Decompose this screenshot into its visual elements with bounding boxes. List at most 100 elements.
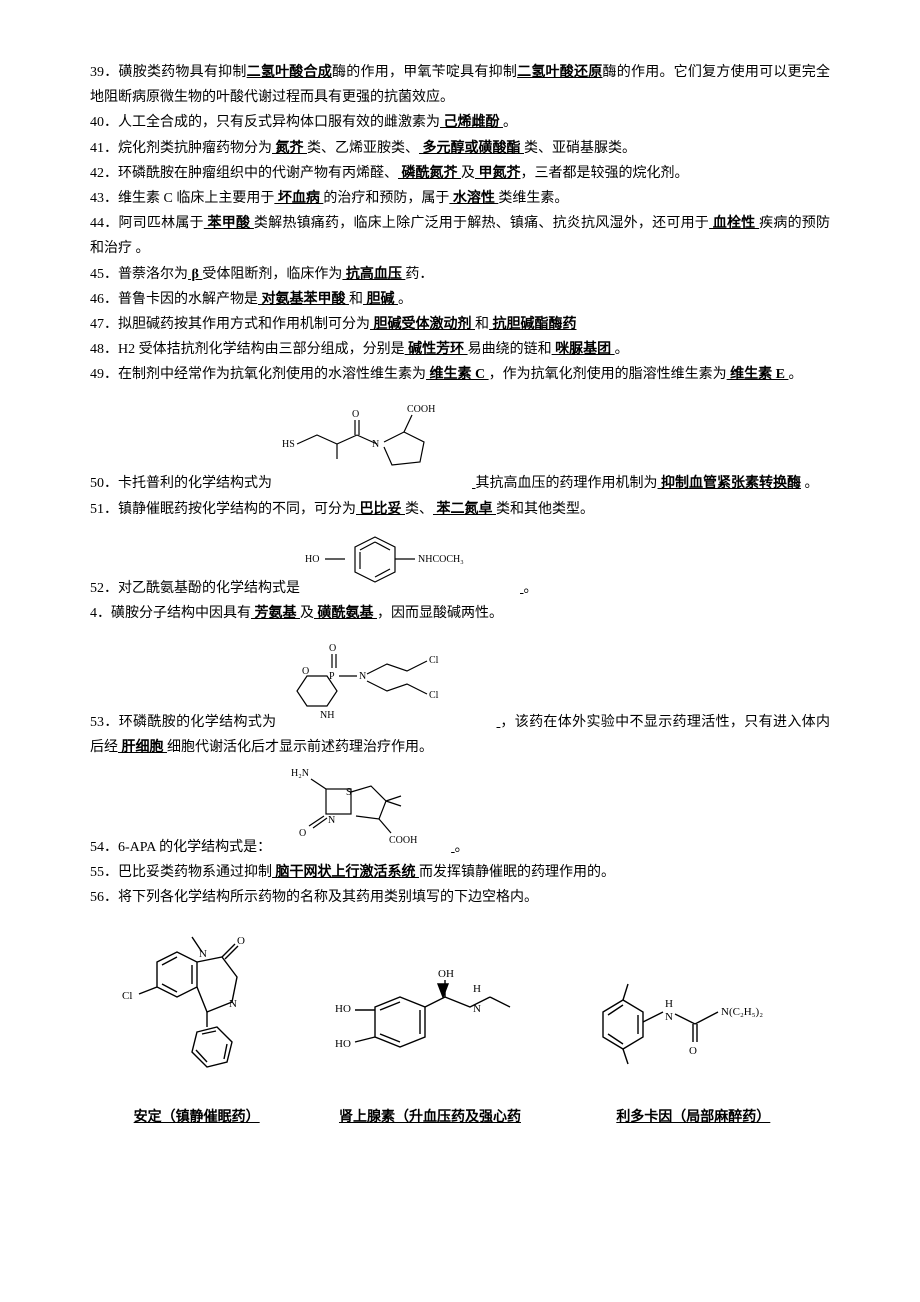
question-48: 48．H2 受体拮抗剂化学结构由三部分组成，分别是 碱性芳环 易曲绕的链和 咪脲… [90,337,830,362]
q4-ans2: 磺酰氨基 [314,606,377,621]
question-55: 55．巴比妥类药物系通过抑制 脑干网状上行激活系统 而发挥镇静催眠的药理作用的。 [90,860,830,885]
q49-pre: 49．在制剂中经常作为抗氧化剂使用的水溶性维生素为 [90,367,426,382]
svg-text:HO: HO [305,554,319,565]
q42-ans1: 磷酰氮芥 [398,166,461,181]
q46-mid1: 和 [349,292,363,307]
caption-diazepam: 安定（镇静催眠药） [117,1105,277,1130]
q48-ans2: 咪脲基团 [552,342,615,357]
q48-mid1: 易曲绕的链和 [468,342,552,357]
question-52: 52．对乙酰氨基酚的化学结构式是 HO NHCOCH₃ 。 [90,522,830,601]
question-50: 50．卡托普利的化学结构式为 HS O N COOH 其抗高血压的药理作用机制为… [90,387,830,496]
q45-ans1: β [188,267,202,282]
q49-mid1: ，作为抗氧化剂使用的脂溶性维生素为 [489,367,727,382]
epinephrine-structure-icon: HO HO OH H N [330,962,530,1092]
epinephrine-item: HO HO OH H N 肾上腺素（升血压药及强心药 [330,962,530,1130]
q55-post: 而发挥镇静催眠的药理作用的。 [419,865,615,880]
lidocaine-structure-icon: H N O N(C₂H₅)₂ [583,962,803,1092]
q41-ans2: 多元醇或磺酸酯 [419,141,524,156]
question-46: 46．普鲁卡因的水解产物是 对氨基苯甲酸 和 胆碱 。 [90,287,830,312]
svg-text:H₂N: H₂N [291,768,309,779]
q46-ans1: 对氨基苯甲酸 [258,292,349,307]
q51-mid1: 类、 [405,502,433,517]
svg-text:OH: OH [438,968,454,980]
q39-ans2: 二氢叶酸还原 [517,65,602,80]
q52-post: 。 [524,581,538,596]
q43-mid1: 的治疗和预防，属于 [323,191,449,206]
q48-pre: 48．H2 受体拮抗剂化学结构由三部分组成，分别是 [90,342,405,357]
six-apa-structure-icon: H₂N S N O COOH [271,761,451,860]
q49-ans1: 维生素 C [426,367,489,382]
q41-ans1: 氮芥 [272,141,307,156]
q47-ans2: 抗胆碱酯酶药 [489,317,577,332]
svg-text:O: O [299,828,306,839]
q45-ans2: 抗高血压 [342,267,405,282]
q53-post: 细胞代谢活化后才显示前述药理治疗作用。 [167,740,433,755]
q39-ans1: 二氢叶酸合成 [247,65,332,80]
q48-post: 。 [615,342,629,357]
q52-pre: 52．对乙酰氨基酚的化学结构式是 [90,581,300,596]
q40-pre: 40．人工全合成的，只有反式异构体口服有效的雌激素为 [90,115,440,130]
q44-pre: 44．阿司匹林属于 [90,216,204,231]
q42-mid1: 及 [461,166,475,181]
q39-pre: 39．磺胺类药物具有抑制 [90,65,247,80]
q47-ans1: 胆碱受体激动剂 [370,317,475,332]
question-44: 44．阿司匹林属于 苯甲酸 类解热镇痛药，临床上除广泛用于解热、镇痛、抗炎抗风湿… [90,211,830,261]
svg-text:P: P [329,671,335,682]
q43-ans1: 坏血病 [274,191,323,206]
svg-text:H: H [473,983,481,995]
q40-ans1: 己烯雌酚 [440,115,503,130]
svg-text:HO: HO [335,1038,351,1050]
question-40: 40．人工全合成的，只有反式异构体口服有效的雌激素为 己烯雌酚 。 [90,110,830,135]
svg-text:HS: HS [282,439,295,450]
svg-text:Cl: Cl [122,990,132,1002]
q50-mid1: 其抗高血压的药理作用机制为 [476,476,658,491]
svg-text:COOH: COOH [407,404,435,415]
q39-mid1: 酶的作用，甲氧苄啶具有抑制 [332,65,517,80]
svg-text:O: O [689,1045,697,1057]
q50-post: 。 [801,476,819,491]
q4-mid1: 及 [300,606,314,621]
svg-text:N: N [328,815,335,826]
q53-pre: 53．环磷酰胺的化学结构式为 [90,715,277,730]
q54-post: 。 [455,840,469,855]
svg-text:NH: NH [320,710,334,721]
q44-ans2: 血栓性 [709,216,759,231]
structures-row: N N O Cl 安定（镇静催眠药） HO HO [90,922,830,1130]
q51-post: 类和其他类型。 [496,502,594,517]
svg-text:O: O [237,935,245,947]
q41-mid1: 类、乙烯亚胺类、 [307,141,419,156]
q55-pre: 55．巴比妥类药物系通过抑制 [90,865,272,880]
q47-pre: 47．拟胆碱药按其作用方式和作用机制可分为 [90,317,370,332]
q41-pre: 41．烷化剂类抗肿瘤药物分为 [90,141,272,156]
q55-ans1: 脑干网状上行激活系统 [272,865,419,880]
diazepam-item: N N O Cl 安定（镇静催眠药） [117,922,277,1130]
svg-text:COOH: COOH [389,835,417,846]
svg-text:N: N [665,1011,673,1023]
svg-text:N(C₂H₅)₂: N(C₂H₅)₂ [721,1006,763,1018]
svg-text:H: H [665,998,673,1010]
q48-ans1: 碱性芳环 [405,342,468,357]
question-56: 56．将下列各化学结构所示药物的名称及其药用类别填写的下边空格内。 [90,885,830,910]
question-42: 42．环磷酰胺在肿瘤组织中的代谢产物有丙烯醛、 磷酰氮芥 及 甲氮芥，三者都是较… [90,161,830,186]
cyclophosphamide-structure-icon: O P O N NH Cl Cl [277,626,497,735]
q50-ans1: 抑制血管紧张素转换酶 [658,476,802,491]
captopril-structure-icon: HS O N COOH [272,387,472,496]
q42-pre: 42．环磷酰胺在肿瘤组织中的代谢产物有丙烯醛、 [90,166,398,181]
q56-text: 56．将下列各化学结构所示药物的名称及其药用类别填写的下边空格内。 [90,890,538,905]
q4-ans1: 芳氨基 [251,606,300,621]
q41-post: 类、亚硝基脲类。 [524,141,636,156]
question-45: 45．普萘洛尔为 β 受体阻断剂，临床作为 抗高血压 药． [90,262,830,287]
svg-text:Cl: Cl [429,690,439,701]
q43-post: 类维生素。 [498,191,568,206]
diazepam-structure-icon: N N O Cl [117,922,277,1092]
q43-pre: 43．维生素 C 临床上主要用于 [90,191,274,206]
svg-text:O: O [352,409,359,420]
svg-text:O: O [329,643,336,654]
q43-ans2: 水溶性 [449,191,498,206]
question-54: 54．6-APA 的化学结构式是： H₂N S N O COOH [90,761,830,860]
question-39: 39．磺胺类药物具有抑制二氢叶酸合成酶的作用，甲氧苄啶具有抑制二氢叶酸还原酶的作… [90,60,830,110]
q53-ans1: 肝细胞 [118,740,167,755]
q46-pre: 46．普鲁卡因的水解产物是 [90,292,258,307]
question-43: 43．维生素 C 临床上主要用于 坏血病 的治疗和预防，属于 水溶性 类维生素。 [90,186,830,211]
q4-post: ，因而显酸碱两性。 [377,606,503,621]
